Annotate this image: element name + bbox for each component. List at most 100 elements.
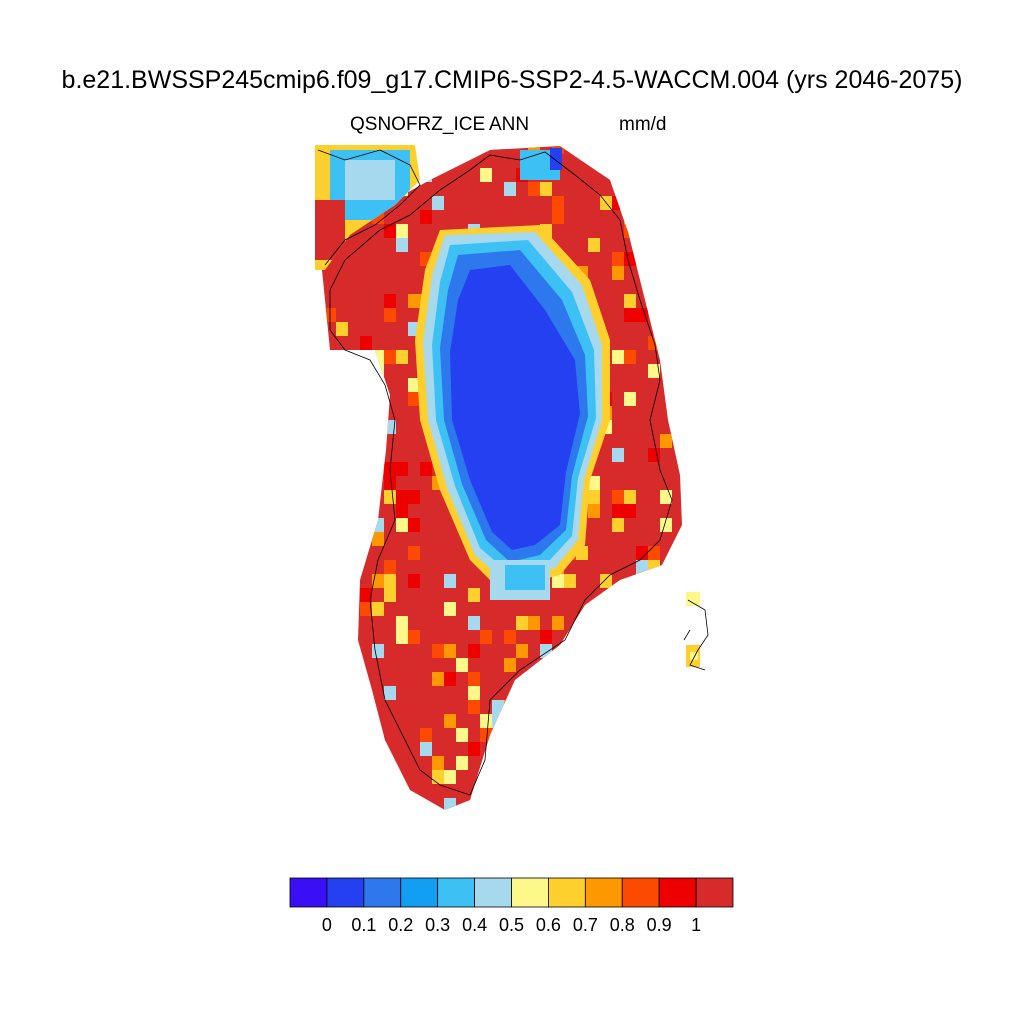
colorbar-tick-label: 0.7 <box>573 915 598 935</box>
grid-cell <box>516 658 528 672</box>
north-tip-deep-cell <box>550 148 562 170</box>
grid-cell <box>444 658 456 672</box>
grid-cell <box>456 756 468 770</box>
grid-cell <box>468 672 480 686</box>
grid-cell <box>384 574 396 588</box>
grid-cell <box>384 350 396 364</box>
grid-cell <box>360 588 372 602</box>
grid-cell <box>468 588 480 602</box>
colorbar-swatch <box>548 877 586 908</box>
grid-cell <box>552 210 564 224</box>
colorbar-swatch <box>584 877 623 908</box>
coastline <box>329 151 673 796</box>
units-label: mm/d <box>619 114 667 135</box>
grid-cell <box>420 728 432 742</box>
grid-cell <box>408 392 420 406</box>
colorbar-swatch <box>658 877 697 908</box>
grid-cell <box>660 518 672 532</box>
colorbar-tick-label: 0.4 <box>462 915 487 935</box>
grid-cell <box>480 630 492 644</box>
grid-cell <box>408 490 420 504</box>
grid-cell <box>564 588 576 602</box>
grid-cell <box>516 616 528 630</box>
greenland-map <box>315 145 709 810</box>
grid-cell <box>612 252 624 266</box>
grid-cell <box>420 462 432 476</box>
colorbar-tick-label: 0 <box>322 915 332 935</box>
grid-cell <box>588 210 600 224</box>
grid-cell <box>408 518 420 532</box>
grid-cell <box>408 546 420 560</box>
grid-cell <box>660 434 672 448</box>
grid-cell <box>336 322 348 336</box>
grid-cell <box>600 504 612 518</box>
grid-cell <box>444 602 456 616</box>
grid-cell <box>408 574 420 588</box>
grid-cell <box>468 700 480 714</box>
grid-cell <box>612 448 624 462</box>
grid-cell <box>432 644 444 658</box>
grid-cell <box>408 504 420 518</box>
grid-cell <box>396 504 408 518</box>
island-coastline <box>683 599 709 671</box>
grid-cell <box>624 504 636 518</box>
grid-cell <box>636 336 648 350</box>
grid-cell <box>396 224 408 238</box>
grid-cell <box>516 644 528 658</box>
grid-cell <box>612 350 624 364</box>
colorbar-tick-label: 0.3 <box>425 915 450 935</box>
grid-cell <box>648 448 660 462</box>
grid-cell <box>624 308 636 322</box>
grid-cell <box>588 238 600 252</box>
grid-cell <box>432 196 444 210</box>
grid-cell <box>396 462 408 476</box>
grid-cell <box>396 616 408 630</box>
grid-cell <box>492 700 504 714</box>
east-island <box>686 592 700 667</box>
colorbar-swatch <box>695 877 734 908</box>
grid-cell <box>636 560 648 574</box>
grid-cell <box>588 504 600 518</box>
grid-cell <box>444 672 456 686</box>
grid-cell <box>372 602 384 616</box>
grid-cell <box>588 532 600 546</box>
colorbar-tick-label: 0.5 <box>499 915 524 935</box>
colorbar-swatch <box>289 877 328 908</box>
grid-cell <box>516 182 528 196</box>
colorbar-swatch <box>400 877 439 908</box>
grid-cell <box>468 644 480 658</box>
grid-cell <box>384 588 396 602</box>
grid-cell <box>480 168 492 182</box>
colorbar-tick-label: 0.8 <box>610 915 635 935</box>
grid-cell <box>540 630 552 644</box>
grid-cell <box>384 532 396 546</box>
grid-cell <box>384 294 396 308</box>
grid-cell <box>444 686 456 700</box>
grid-cell <box>588 490 600 504</box>
colorbar-swatch <box>474 877 512 908</box>
grid-cell <box>624 350 636 364</box>
grid-cell <box>612 490 624 504</box>
grid-cell <box>360 602 372 616</box>
grid-cell <box>360 336 372 350</box>
grid-cell <box>384 560 396 574</box>
grid-cell <box>396 238 408 252</box>
grid-cell <box>552 196 564 210</box>
grid-cell <box>396 630 408 644</box>
grid-cell <box>492 146 504 154</box>
colorbar-tick-label: 1 <box>691 915 701 935</box>
grid-cell <box>636 406 648 420</box>
grid-cell <box>648 364 660 378</box>
colorbar-tick-label: 0.9 <box>647 915 672 935</box>
grid-cell <box>600 574 612 588</box>
grid-cell <box>384 686 396 700</box>
grid-cell <box>408 378 420 392</box>
grid-cell <box>456 728 468 742</box>
variable-label: QSNOFRZ_ICE <box>350 114 486 135</box>
grid-cell <box>396 490 408 504</box>
grid-cell <box>384 630 396 644</box>
grid-cell <box>588 476 600 490</box>
grid-cell <box>384 476 396 490</box>
grid-cell <box>504 182 516 196</box>
grid-cell <box>492 210 504 224</box>
